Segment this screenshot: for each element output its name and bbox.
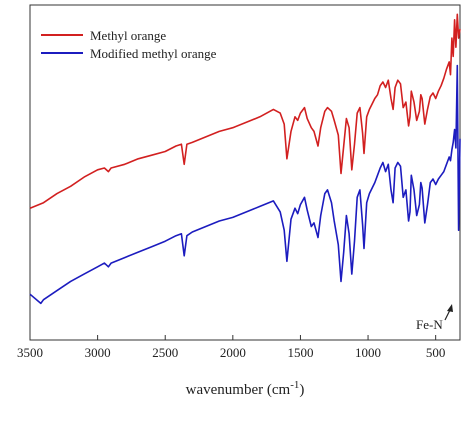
legend: Methyl orange Modified methyl orange — [41, 28, 217, 61]
x-axis-ticks: 3500 3000 2500 2000 1500 1000 500 — [17, 335, 445, 360]
legend-label-modified-methyl-orange: Modified methyl orange — [90, 46, 217, 61]
x-tick-label-2000: 2000 — [220, 345, 246, 360]
series-group — [29, 13, 461, 305]
x-tick-label-1000: 1000 — [355, 345, 381, 360]
x-tick-label-3000: 3000 — [85, 345, 111, 360]
annotation-arrowhead — [447, 304, 453, 312]
x-axis-title-main: wavenumber (cm — [186, 382, 291, 398]
x-tick-label-3500: 3500 — [17, 345, 43, 360]
x-axis-title-sup: -1 — [290, 379, 299, 391]
annotation-fe-n: Fe-N — [416, 304, 453, 332]
x-axis-title-end: ) — [299, 382, 304, 398]
x-tick-label-1500: 1500 — [287, 345, 313, 360]
x-tick-label-2500: 2500 — [152, 345, 178, 360]
x-tick-label-500: 500 — [426, 345, 446, 360]
legend-label-methyl-orange: Methyl orange — [90, 28, 166, 43]
series-line-methyl-orange — [29, 13, 461, 209]
x-axis-title: wavenumber (cm-1) — [186, 379, 305, 398]
annotation-label: Fe-N — [416, 317, 443, 332]
series-line-modified-methyl-orange — [29, 64, 461, 305]
